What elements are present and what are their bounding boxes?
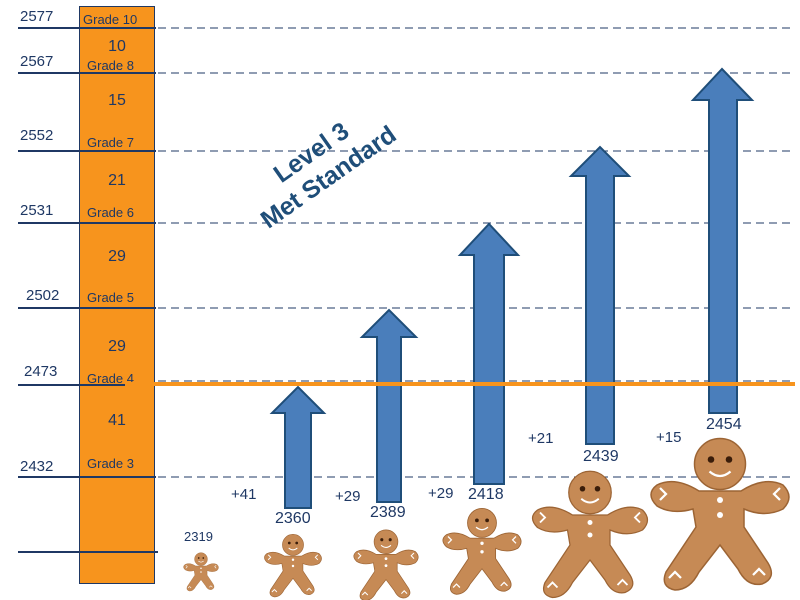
student-score-1: 2319 [184,529,213,544]
growth-arrow-4 [568,145,632,445]
grade-label-6: Grade 6 [87,205,134,220]
gingerbread-figure-6 [649,437,791,592]
gingerbread-figure-2 [264,533,322,598]
grade-label-7: Grade 7 [87,135,134,150]
student-score-3: 2389 [370,504,406,521]
gingerbread-figure-5 [531,470,649,599]
student-score-4: 2418 [468,486,504,503]
gain-label-4: +21 [528,430,554,447]
growth-arrow-1 [269,385,327,509]
score-line-2502 [18,307,156,309]
grade-label-5: Grade 5 [87,290,134,305]
gain-label-3: +29 [428,485,454,502]
gain-label-2: +29 [335,488,361,505]
gain-label-1: +41 [231,486,257,503]
score-line-2577 [18,27,156,29]
score-line-2531 [18,222,156,224]
grade-label-3: Grade 3 [87,456,134,471]
band-number-6: 41 [108,412,126,429]
score-label-2502: 2502 [26,287,60,304]
student-score-5: 2439 [583,448,619,465]
band-number-5: 29 [108,338,126,355]
score-line-base [18,551,158,553]
growth-arrow-5 [690,67,755,414]
student-score-2: 2360 [275,510,311,527]
gingerbread-figure-3 [353,529,419,600]
grade-label-4: Grade 4 [87,371,134,386]
grade-label-10: Grade 10 [83,12,138,27]
score-line-2567 [18,72,156,74]
band-number-4: 29 [108,248,126,265]
gingerbread-figure-4 [442,507,522,595]
band-number-2: 15 [108,92,126,109]
score-label-2577: 2577 [20,8,54,25]
score-line-2432 [18,476,156,478]
student-score-6: 2454 [706,416,742,433]
score-label-2531: 2531 [20,202,54,219]
gain-label-5: +15 [656,429,682,446]
score-label-2552: 2552 [20,127,54,144]
growth-arrow-2 [359,308,419,503]
score-line-2552 [18,150,156,152]
score-line-2473 [18,384,156,386]
band-number-1: 10 [108,38,126,55]
band-number-3: 21 [108,172,126,189]
growth-arrow-3 [457,222,521,485]
score-label-2567: 2567 [20,53,54,70]
gingerbread-figure-1 [183,552,219,592]
level-3-threshold-line [125,382,795,386]
grade-label-8: Grade 8 [87,58,134,73]
grade-column [79,6,155,584]
score-label-2432: 2432 [20,458,54,475]
score-label-2473: 2473 [24,363,58,380]
